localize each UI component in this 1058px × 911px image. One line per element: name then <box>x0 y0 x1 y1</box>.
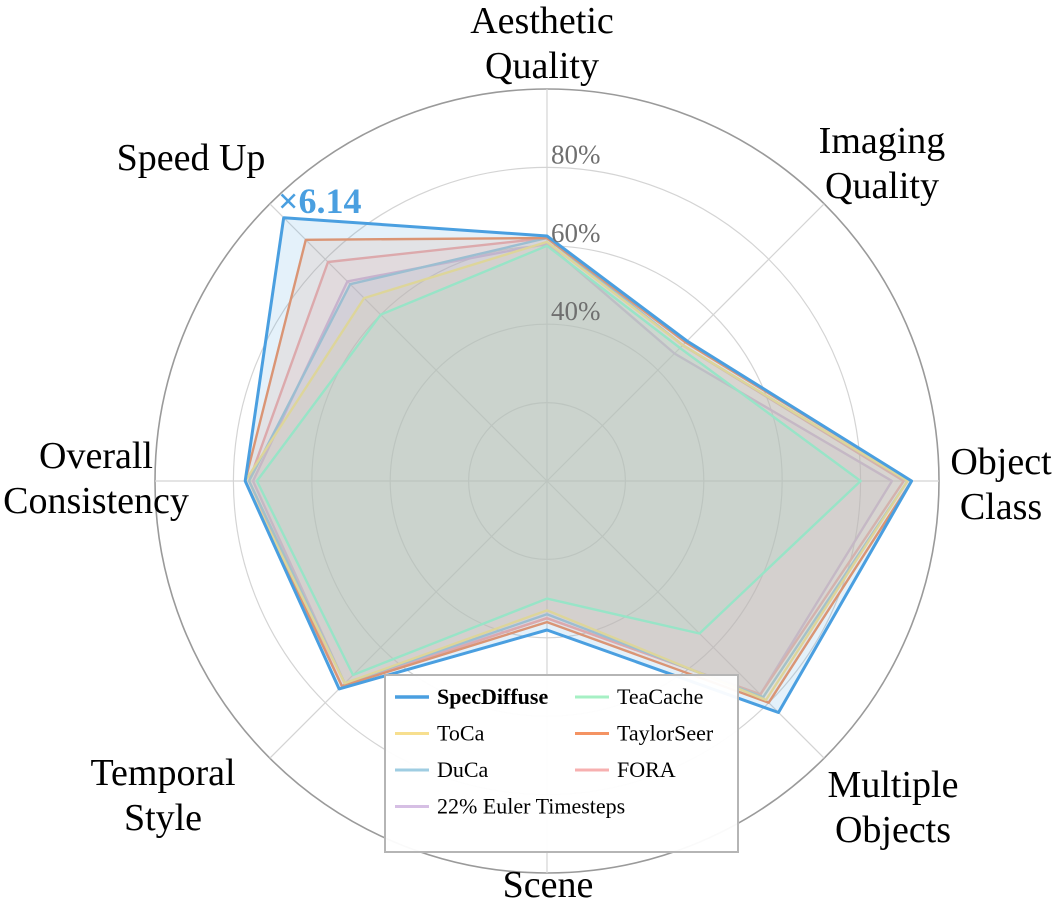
legend-box <box>384 674 739 853</box>
tick-label-80: 80% <box>551 139 601 169</box>
legend-label-22pct-euler-timesteps: 22% Euler Timesteps <box>437 794 625 819</box>
axis-labels: Aesthetic Quality Imaging Quality Object Clas… <box>3 0 1052 906</box>
speedup-annotation: ×6.14 <box>278 181 362 221</box>
series-specdiffuse <box>243 216 914 714</box>
axis-label-overall-consistency: Overall Consistency <box>3 435 189 522</box>
axis-label-speed-up: Speed Up <box>117 137 266 179</box>
radial-tick-labels: 40% 60% 80% <box>551 139 601 326</box>
legend: SpecDiffuse TeaCache ToCa TaylorSeer DuCa FOR… <box>384 674 739 853</box>
axis-label-aesthetic-quality: Aesthetic Quality <box>470 0 614 87</box>
axis-label-object-class: Object Class <box>950 441 1052 528</box>
tick-label-40: 40% <box>551 296 601 326</box>
grid-spoke-7 <box>269 203 548 482</box>
legend-label-taylorseer: TaylorSeer <box>617 721 714 746</box>
axis-label-temporal-style: Temporal Style <box>90 752 235 839</box>
series-toca <box>243 240 909 702</box>
radar-series <box>243 216 914 714</box>
series-teacache <box>255 244 862 677</box>
legend-label-fora: FORA <box>617 757 676 782</box>
legend-label-teacache: TeaCache <box>617 684 703 709</box>
grid-spoke-5 <box>269 480 548 759</box>
annotations: ×6.14 <box>278 181 362 221</box>
axis-label-imaging-quality: Imaging Quality <box>819 120 946 207</box>
axis-label-multiple-objects: Multiple Objects <box>828 764 959 851</box>
legend-label-toca: ToCa <box>437 721 485 746</box>
tick-label-60: 60% <box>551 218 601 248</box>
legend-label-duca: DuCa <box>437 757 489 782</box>
legend-label-specdiffuse: SpecDiffuse <box>437 684 548 709</box>
axis-label-scene: Scene <box>503 864 594 906</box>
